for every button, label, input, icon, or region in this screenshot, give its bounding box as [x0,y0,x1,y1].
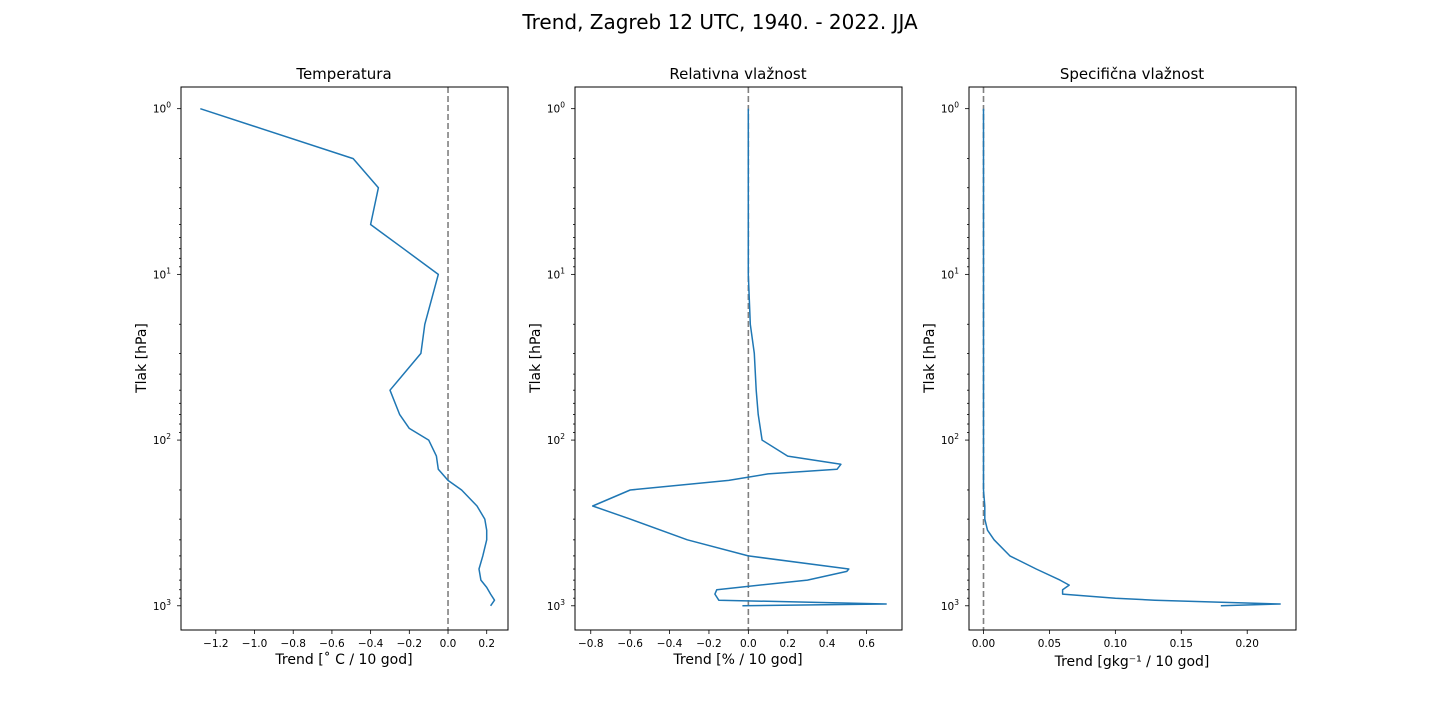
figure-title: Trend, Zagreb 12 UTC, 1940. - 2022. JJA [521,10,918,34]
temperature-x-tick-label: −0.2 [397,638,423,650]
temperature-axes-frame [180,86,509,631]
temperature-x-tick-label: −0.8 [280,638,306,650]
relative-humidity-y-tick-label: 100 [547,101,565,116]
relative-humidity-x-tick-label: −0.4 [657,638,683,650]
specific-humidity-x-tick-label: 0.15 [1170,638,1193,650]
relative-humidity-x-tick-label: 0.6 [858,638,875,650]
temperature-x-tick-label: 0.0 [440,638,457,650]
relative-humidity-x-tick-label: 0.4 [819,638,836,650]
relative-humidity-trend-line [591,108,887,607]
relative-humidity-axes-frame [574,86,903,631]
specific-humidity-x-tick-label: 0.10 [1104,638,1127,650]
relative-humidity-x-tick-label: −0.6 [617,638,643,650]
relative-humidity-x-tick-label: −0.8 [578,638,604,650]
relative-humidity-x-tick-label: −0.2 [696,638,722,650]
temperature-ylabel: Tlak [hPa] [134,323,150,394]
temperature-x-tick-label: −1.0 [242,638,268,650]
specific-humidity-trend-line [982,108,1281,607]
specific-humidity-x-tick-label: 0.20 [1236,638,1259,650]
specific-humidity-y-tick-label: 102 [941,432,959,447]
temperature-x-tick-label: 0.2 [478,638,495,650]
specific-humidity-ylabel: Tlak [hPa] [922,323,938,394]
temperature-y-tick-label: 100 [153,101,171,116]
temperature-xlabel: Trend [˚ C / 10 god] [274,651,412,668]
relative-humidity-y-tick-label: 102 [547,432,565,447]
relative-humidity-ylabel: Tlak [hPa] [528,323,544,394]
specific-humidity-y-tick-label: 100 [941,101,959,116]
relative-humidity-xlabel: Trend [% / 10 god] [672,652,802,668]
temperature-title: Temperatura [295,65,391,83]
relative-humidity-y-tick-label: 103 [547,598,565,613]
specific-humidity-axes-frame [968,86,1297,631]
temperature-panel: Temperatura Trend [˚ C / 10 god] Tlak [h… [134,65,509,668]
temperature-y-tick-label: 102 [153,432,171,447]
relative-humidity-panel: Relativna vlažnost Trend [% / 10 god] Tl… [528,65,903,668]
specific-humidity-x-tick-label: 0.00 [972,638,995,650]
temperature-x-tick-label: −0.4 [358,638,384,650]
specific-humidity-xlabel: Trend [gkg⁻¹ / 10 god] [1054,654,1210,670]
specific-humidity-y-tick-label: 103 [941,598,959,613]
temperature-y-tick-label: 101 [153,266,171,281]
temperature-y-tick-label: 103 [153,598,171,613]
relative-humidity-x-tick-label: 0.2 [779,638,796,650]
temperature-trend-line [200,107,496,607]
relative-humidity-y-tick-label: 101 [547,266,565,281]
specific-humidity-y-tick-label: 101 [941,266,959,281]
temperature-x-tick-label: −0.6 [319,638,345,650]
relative-humidity-x-tick-label: 0.0 [740,638,757,650]
specific-humidity-x-tick-label: 0.05 [1038,638,1061,650]
specific-humidity-panel: Specifična vlažnost Trend [gkg⁻¹ / 10 go… [922,65,1297,670]
specific-humidity-title: Specifična vlažnost [1060,65,1204,83]
temperature-x-tick-label: −1.2 [203,638,229,650]
relative-humidity-title: Relativna vlažnost [669,65,806,83]
